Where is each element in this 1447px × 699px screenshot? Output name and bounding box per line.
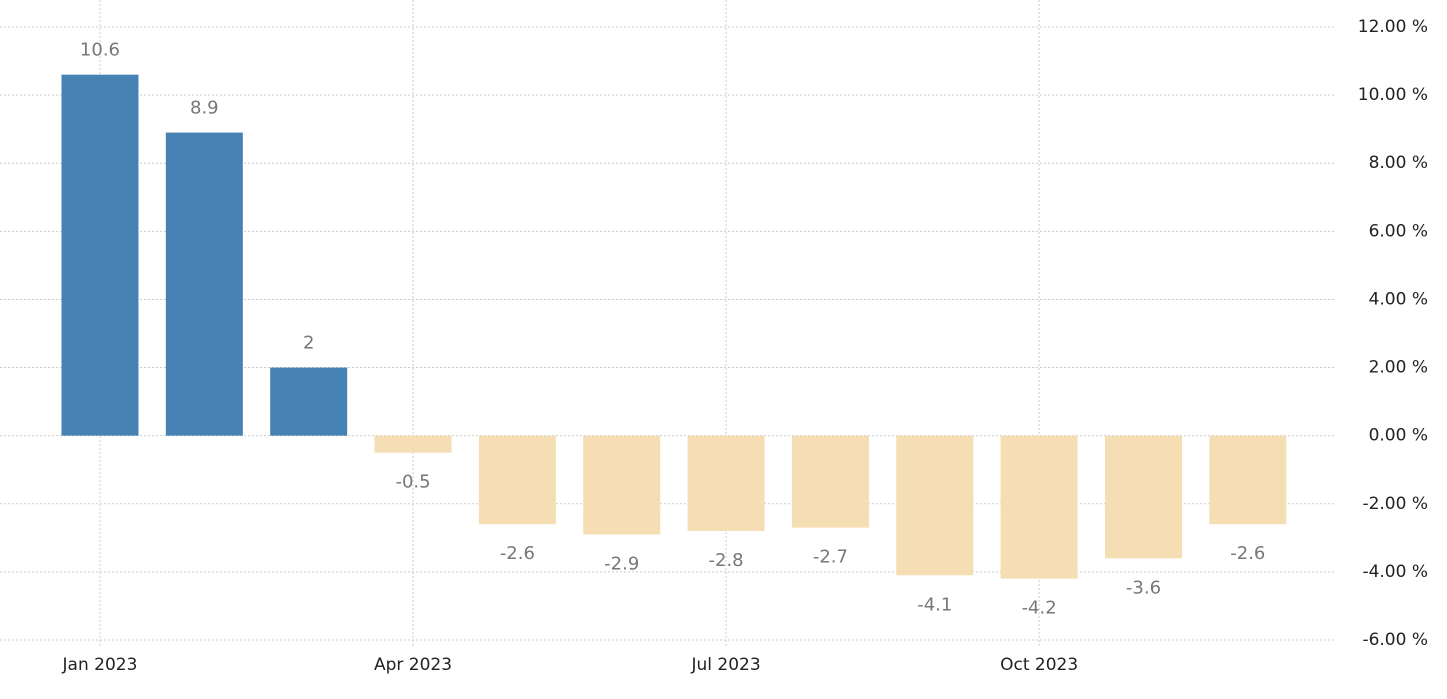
bar xyxy=(583,435,661,535)
y-tick-label: -6.00 % xyxy=(1362,630,1428,650)
bar xyxy=(374,435,452,453)
bar xyxy=(165,132,243,436)
value-label: -2.7 xyxy=(813,547,848,568)
x-tick-label: Jul 2023 xyxy=(690,655,760,675)
y-tick-label: 6.00 % xyxy=(1369,221,1428,241)
x-tick-label: Apr 2023 xyxy=(374,655,452,675)
y-tick-label: 0.00 % xyxy=(1369,426,1428,446)
value-label: -2.6 xyxy=(1230,543,1265,564)
y-tick-label: 10.00 % xyxy=(1358,85,1428,105)
bar xyxy=(1000,435,1078,579)
y-tick-label: 4.00 % xyxy=(1369,289,1428,309)
value-label: 10.6 xyxy=(80,40,120,61)
bar xyxy=(270,367,348,436)
bar xyxy=(1104,435,1182,559)
bar xyxy=(61,74,139,436)
bar xyxy=(478,435,556,525)
bar xyxy=(687,435,765,532)
value-label: 2 xyxy=(303,333,314,354)
value-label: -3.6 xyxy=(1126,577,1161,598)
value-label: -2.8 xyxy=(709,550,744,571)
value-label: -2.6 xyxy=(500,543,535,564)
value-label: -2.9 xyxy=(604,553,639,574)
bar xyxy=(1209,435,1287,525)
value-label: -4.1 xyxy=(917,594,952,615)
bar xyxy=(791,435,869,528)
value-label: -4.2 xyxy=(1022,598,1057,619)
bar xyxy=(896,435,974,576)
x-tick-label: Jan 2023 xyxy=(62,655,138,675)
y-tick-label: 8.00 % xyxy=(1369,153,1428,173)
y-tick-label: 2.00 % xyxy=(1369,358,1428,378)
y-tick-label: -2.00 % xyxy=(1362,494,1428,514)
value-label: -0.5 xyxy=(395,472,430,493)
x-tick-label: Oct 2023 xyxy=(1000,655,1078,675)
y-tick-label: -4.00 % xyxy=(1362,562,1428,582)
value-label: 8.9 xyxy=(190,98,219,119)
y-tick-label: 12.00 % xyxy=(1358,17,1428,37)
